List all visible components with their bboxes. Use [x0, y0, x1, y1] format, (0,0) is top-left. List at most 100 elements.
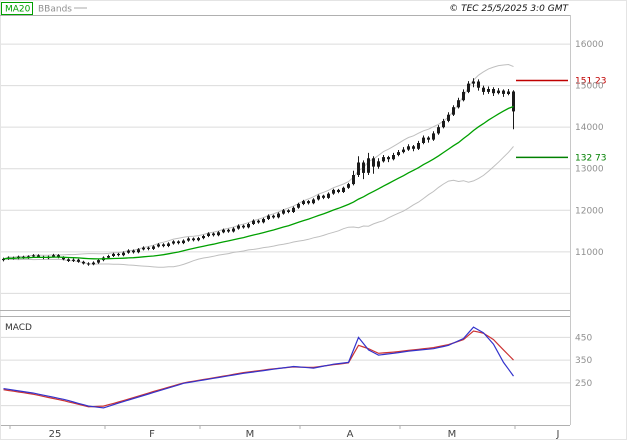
candle — [67, 258, 70, 262]
candle — [362, 160, 365, 180]
candle — [147, 246, 150, 251]
candle — [77, 258, 80, 263]
y-axis-labels: 16000 15000 14000 13000 12000 11000 450 350 250 — [575, 40, 604, 389]
x-axis: 25 F M A M J — [0, 425, 570, 440]
candle — [302, 199, 305, 206]
candle — [372, 156, 375, 174]
ma20-legend-label[interactable]: MA20 — [5, 5, 31, 15]
candle — [352, 170, 355, 186]
candle — [467, 81, 470, 94]
bb-upper-polyline — [3, 63, 514, 260]
candle — [272, 214, 275, 219]
bbands-legend-label[interactable]: BBands — [38, 5, 72, 15]
ma20-polyline — [3, 105, 514, 260]
candle — [502, 89, 505, 97]
candle — [417, 140, 420, 150]
macd-lines — [3, 326, 514, 409]
candle — [427, 136, 430, 143]
candle — [497, 88, 500, 95]
candle — [287, 209, 290, 214]
candle — [127, 249, 130, 254]
macd-polyline — [3, 326, 514, 409]
candle — [242, 224, 245, 229]
candle — [487, 86, 490, 94]
candle — [382, 155, 385, 163]
price-axis-label: 15000 — [575, 82, 604, 92]
candle — [117, 252, 120, 257]
candle — [347, 182, 350, 189]
candle — [277, 212, 280, 219]
candle — [397, 150, 400, 157]
candle — [442, 118, 445, 129]
month-label: F — [149, 429, 155, 440]
candle — [132, 249, 135, 254]
candle — [122, 251, 125, 257]
candle — [317, 194, 320, 201]
candle — [217, 231, 220, 237]
candle — [152, 245, 155, 250]
candles — [2, 78, 515, 266]
candle — [97, 258, 100, 264]
candle — [282, 209, 285, 215]
ma20-line — [3, 105, 514, 260]
candle — [137, 248, 140, 254]
month-label: M — [448, 429, 457, 440]
copyright-text: © TEC 25/5/2025 3:0 GMT — [449, 4, 569, 14]
candle — [507, 89, 510, 96]
candle — [112, 252, 115, 257]
candle — [407, 144, 410, 151]
candle — [72, 258, 75, 262]
candle — [187, 237, 190, 242]
candle — [252, 219, 255, 225]
candle — [447, 112, 450, 123]
candle — [232, 227, 235, 233]
candle — [177, 240, 180, 245]
candle — [262, 217, 265, 224]
candle — [452, 105, 455, 116]
macd-axis-label: 350 — [575, 356, 592, 366]
candle — [342, 186, 345, 193]
macd-axis-label: 450 — [575, 333, 592, 343]
candle — [312, 198, 315, 205]
month-label: A — [347, 429, 354, 440]
candle — [292, 206, 295, 213]
candle — [192, 237, 195, 242]
candle — [482, 85, 485, 95]
candle — [2, 257, 5, 262]
candle — [212, 232, 215, 237]
candle — [227, 228, 230, 233]
support-level-label: 132 73 — [575, 153, 607, 163]
level-lines: 151 23 132 73 — [516, 77, 607, 163]
candle — [107, 254, 110, 259]
candle — [267, 214, 270, 220]
resistance-level-label: 151 23 — [575, 77, 607, 87]
price-axis-label: 13000 — [575, 165, 604, 175]
candle — [142, 246, 145, 251]
candle — [422, 135, 425, 145]
candle — [387, 155, 390, 163]
candle — [167, 242, 170, 248]
ma20-legend-box[interactable] — [1, 2, 33, 15]
candle — [157, 243, 160, 248]
price-axis-label: 11000 — [575, 248, 604, 258]
candle — [297, 202, 300, 209]
candle — [162, 243, 165, 248]
candle — [257, 219, 260, 224]
candle — [357, 156, 360, 177]
price-axis-label: 14000 — [575, 123, 604, 133]
candle — [332, 188, 335, 195]
candle — [402, 147, 405, 154]
candle — [307, 200, 310, 205]
candle — [202, 234, 205, 240]
macd-panel-label: MACD — [5, 323, 32, 333]
candle — [412, 145, 415, 152]
candle — [457, 97, 460, 109]
candle — [322, 194, 325, 200]
candle — [247, 222, 250, 229]
candle — [207, 232, 210, 238]
candle — [197, 236, 200, 242]
candle — [172, 240, 175, 245]
